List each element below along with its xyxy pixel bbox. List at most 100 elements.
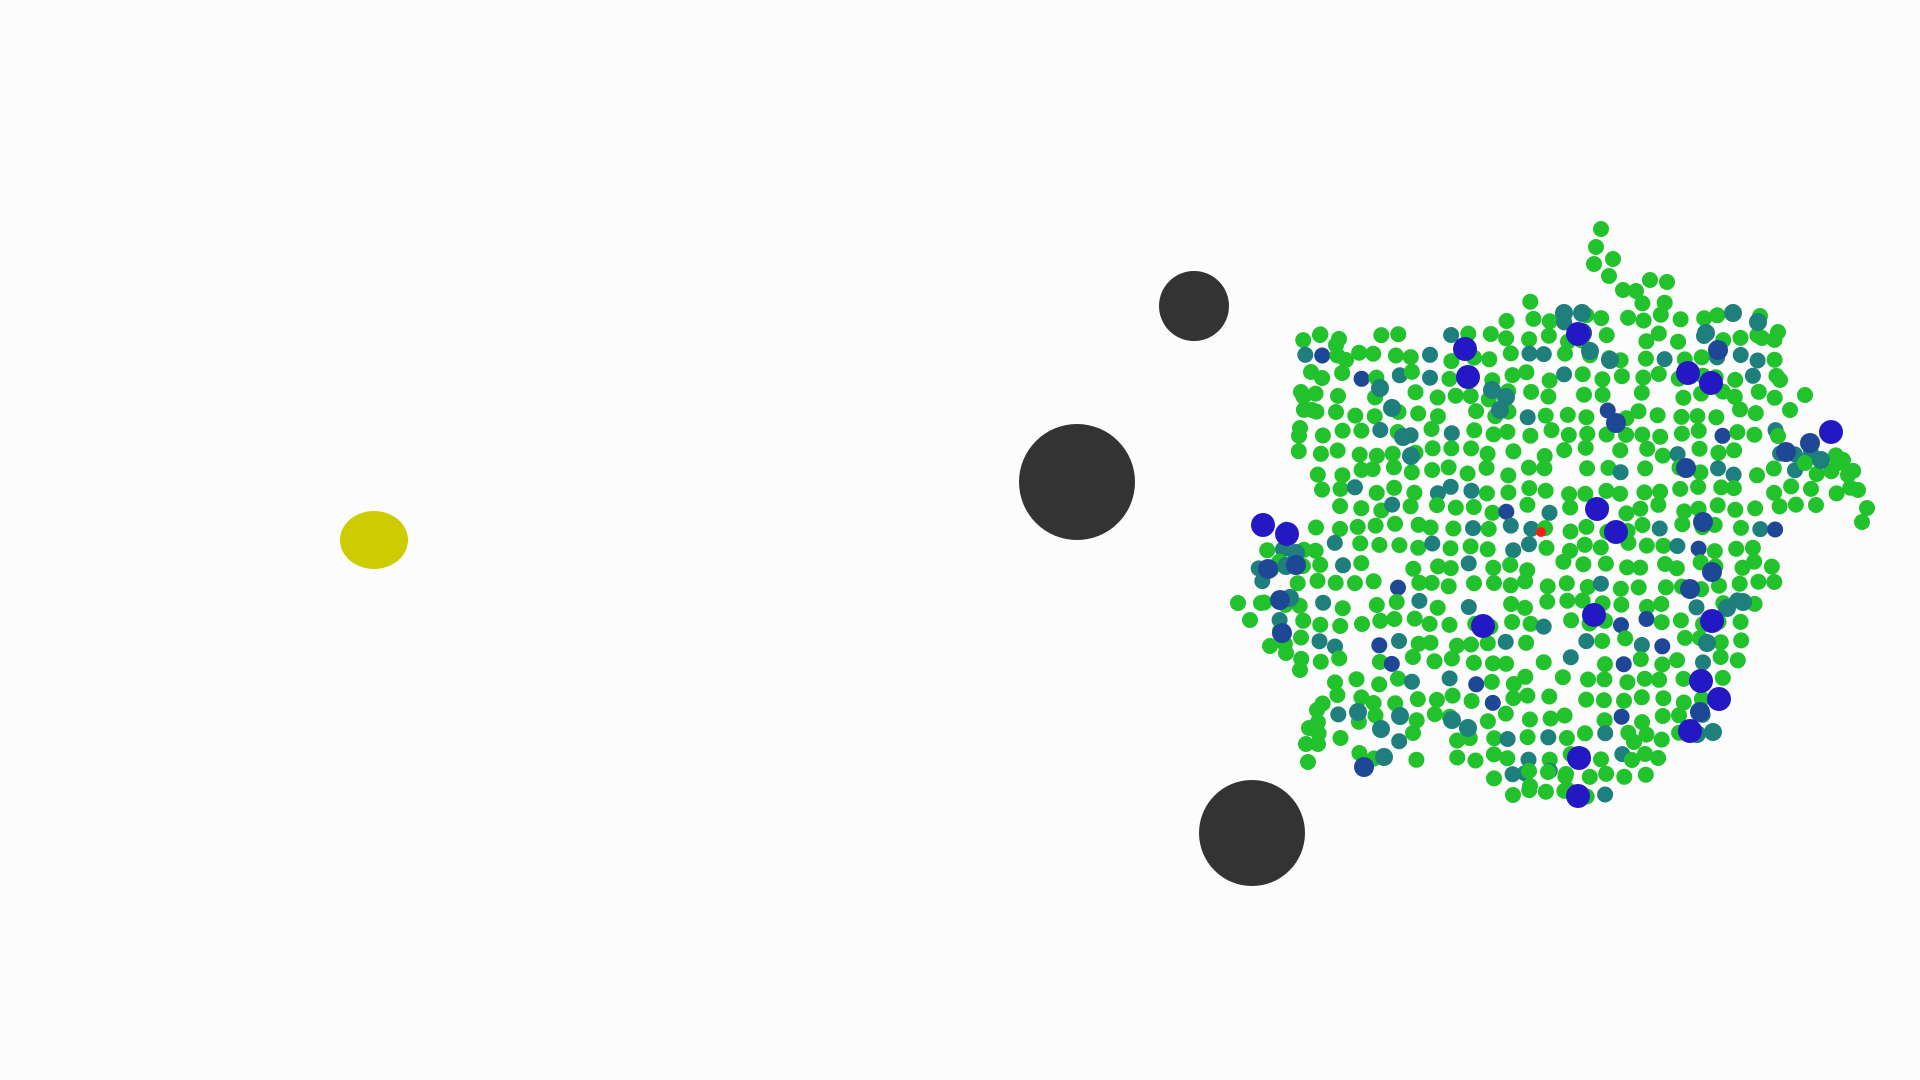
swarm-agent: [1463, 482, 1480, 499]
swarm-agent: [1410, 635, 1427, 652]
swarm-agent: [1429, 497, 1445, 514]
swarm-agent: [1390, 670, 1406, 687]
swarm-agent: [1521, 763, 1537, 779]
swarm-agent: [1519, 729, 1536, 746]
swarm-agent: [1309, 466, 1326, 483]
swarm-agent: [1606, 413, 1626, 433]
swarm-agent: [1668, 560, 1685, 577]
swarm-agent: [1463, 636, 1479, 653]
swarm-agent: [1558, 575, 1575, 592]
swarm-agent: [1732, 613, 1749, 630]
swarm-agent: [1750, 573, 1767, 590]
swarm-agent: [1612, 580, 1629, 597]
swarm-agent: [1633, 637, 1650, 653]
swarm-agent: [1539, 578, 1556, 595]
swarm-agent: [1423, 574, 1440, 591]
swarm-agent: [1497, 633, 1514, 650]
swarm-agent: [1409, 691, 1426, 708]
swarm-agent: [1624, 752, 1640, 768]
swarm-agent: [1293, 384, 1309, 400]
swarm-agent: [1652, 428, 1669, 445]
swarm-agent: [1522, 427, 1539, 444]
swarm-agent: [1732, 347, 1749, 363]
swarm-agent: [1594, 371, 1611, 388]
swarm-agent: [1649, 407, 1666, 424]
swarm-agent: [1604, 520, 1628, 544]
swarm-agent: [1479, 635, 1496, 652]
swarm-agent: [1505, 690, 1522, 707]
swarm-agent: [1724, 304, 1742, 322]
swarm-agent: [1699, 371, 1723, 395]
swarm-agent: [1368, 447, 1385, 464]
swarm-agent: [1578, 633, 1595, 650]
swarm-agent: [1292, 662, 1308, 678]
swarm-agent: [1638, 611, 1655, 627]
swarm-agent: [1617, 630, 1634, 647]
swarm-agent: [1672, 480, 1689, 497]
swarm-agent: [1499, 750, 1516, 767]
swarm-agent: [1407, 384, 1424, 401]
swarm-agent: [1557, 345, 1573, 362]
swarm-agent: [1750, 383, 1767, 400]
swarm-agent: [1657, 579, 1674, 596]
swarm-agent: [1498, 330, 1515, 347]
swarm-agent: [1578, 409, 1595, 426]
swarm-agent: [1615, 656, 1632, 673]
swarm-agent: [1859, 500, 1875, 516]
swarm-agent: [1429, 408, 1446, 425]
swarm-agent: [1459, 465, 1476, 482]
swarm-agent: [1654, 708, 1671, 724]
swarm-agent: [1537, 407, 1554, 424]
swarm-agent: [1440, 578, 1457, 595]
swarm-agent: [1480, 521, 1497, 537]
swarm-agent: [1592, 539, 1609, 556]
swarm-agent: [1702, 562, 1722, 582]
swarm-agent: [1481, 351, 1498, 368]
swarm-agent: [1763, 558, 1780, 575]
swarm-agent: [1332, 730, 1349, 746]
swarm-agent: [1353, 500, 1370, 517]
swarm-agent: [1521, 536, 1537, 553]
swarm-agent: [1653, 614, 1670, 631]
swarm-agent: [1353, 689, 1370, 706]
swarm-agent: [1605, 251, 1621, 267]
swarm-agent: [1402, 498, 1419, 515]
swarm: [1230, 221, 1875, 808]
swarm-agent: [1594, 386, 1611, 403]
swarm-agent: [1535, 618, 1552, 635]
swarm-agent: [1371, 637, 1388, 654]
swarm-agent: [1586, 256, 1602, 272]
swarm-agent: [1771, 498, 1788, 515]
swarm-agent: [1440, 459, 1457, 476]
swarm-agent: [1465, 499, 1482, 515]
swarm-agent: [1576, 536, 1593, 553]
swarm-agent: [1637, 350, 1654, 367]
swarm-agent: [1597, 656, 1613, 673]
swarm-agent: [1630, 403, 1647, 420]
swarm-agent: [1690, 478, 1707, 495]
swarm-agent: [1383, 399, 1401, 417]
swarm-agent: [1673, 408, 1690, 425]
swarm-agent: [1566, 784, 1590, 808]
swarm-agent: [1387, 347, 1404, 364]
swarm-agent: [1391, 367, 1408, 384]
swarm-agent: [1405, 560, 1422, 577]
swarm-agent: [1468, 403, 1485, 420]
swarm-agent: [1540, 388, 1557, 405]
swarm-agent: [1478, 485, 1495, 502]
swarm-agent: [1594, 633, 1611, 649]
swarm-agent: [1518, 634, 1535, 651]
swarm-agent: [1505, 443, 1522, 460]
swarm-agent: [1632, 651, 1649, 668]
swarm-agent: [1558, 766, 1574, 782]
swarm-agent: [1286, 555, 1306, 575]
swarm-agent: [1466, 422, 1483, 439]
swarm-agent: [1749, 352, 1766, 369]
swarm-agent: [1351, 446, 1368, 463]
swarm-agent: [1460, 599, 1477, 615]
swarm-agent: [1365, 345, 1382, 362]
swarm-agent: [1468, 676, 1485, 693]
swarm-agent: [1601, 268, 1617, 284]
swarm-agent: [1689, 669, 1713, 693]
